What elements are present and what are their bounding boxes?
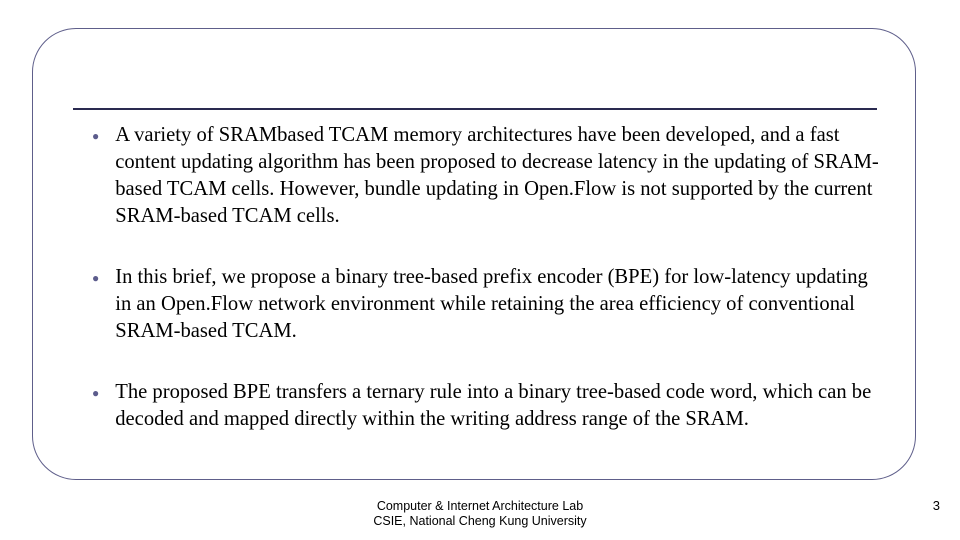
page-number: 3 bbox=[933, 498, 940, 513]
footer: Computer & Internet Architecture Lab CSI… bbox=[0, 499, 960, 529]
list-item: ● A variety of SRAMbased TCAM memory arc… bbox=[92, 122, 882, 230]
footer-line-2: CSIE, National Cheng Kung University bbox=[0, 514, 960, 529]
footer-line-1: Computer & Internet Architecture Lab bbox=[0, 499, 960, 514]
list-item: ● The proposed BPE transfers a ternary r… bbox=[92, 379, 882, 433]
bullet-icon: ● bbox=[92, 264, 99, 292]
bullet-text: A variety of SRAMbased TCAM memory archi… bbox=[115, 122, 882, 230]
bullet-text: In this brief, we propose a binary tree-… bbox=[115, 264, 882, 345]
list-item: ● In this brief, we propose a binary tre… bbox=[92, 264, 882, 345]
bullet-text: The proposed BPE transfers a ternary rul… bbox=[115, 379, 882, 433]
bullet-icon: ● bbox=[92, 379, 99, 407]
divider-line bbox=[73, 108, 877, 110]
bullet-icon: ● bbox=[92, 122, 99, 150]
bullet-list: ● A variety of SRAMbased TCAM memory arc… bbox=[92, 122, 882, 467]
